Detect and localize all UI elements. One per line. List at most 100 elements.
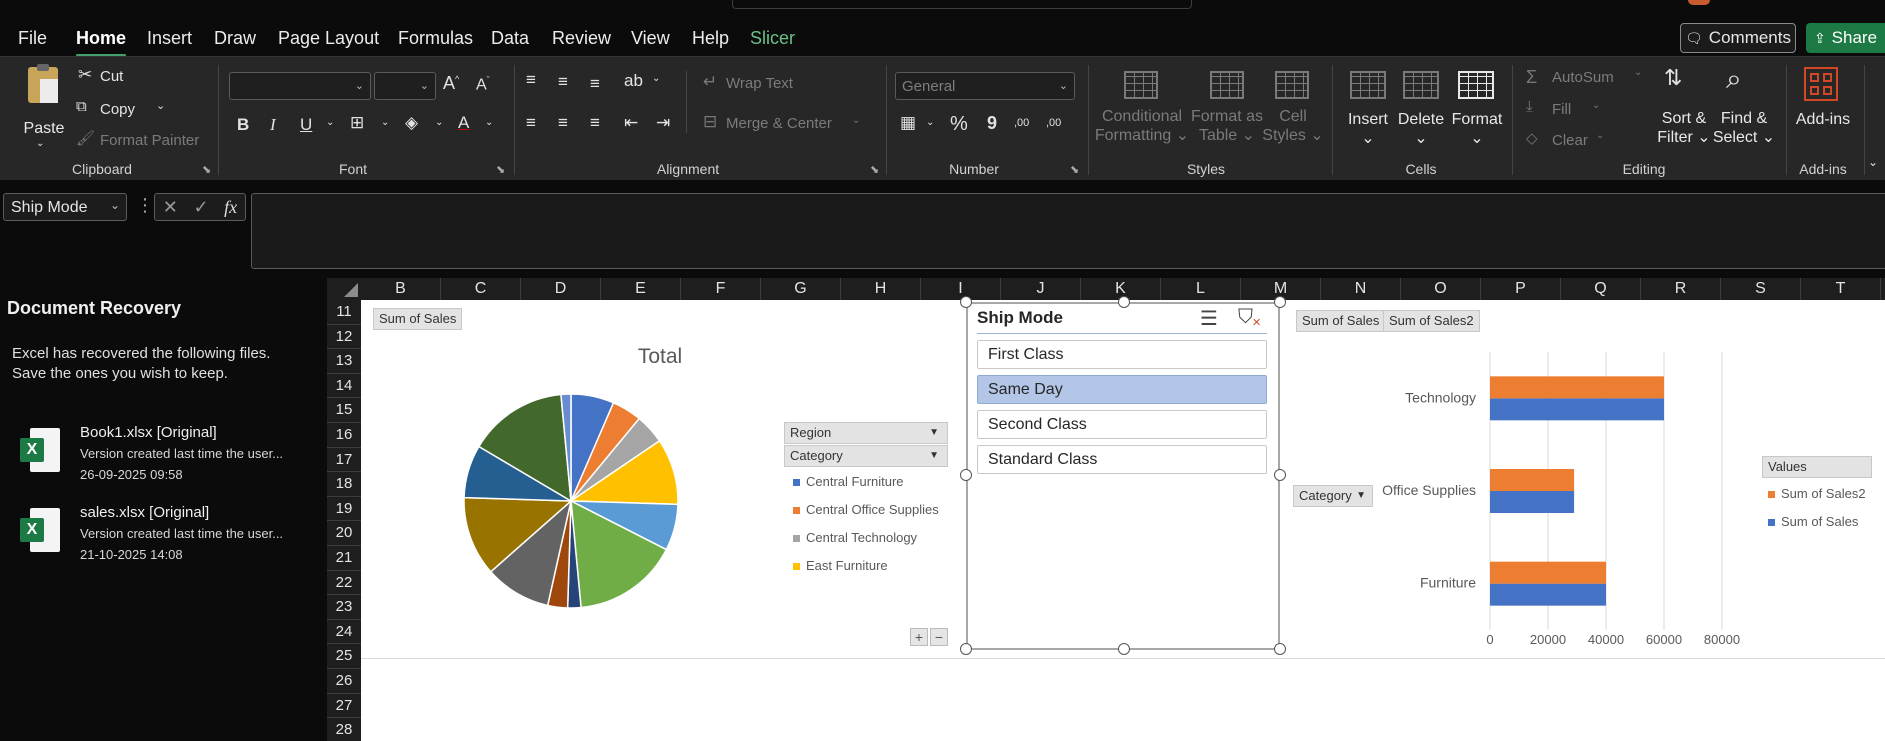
select-all-button[interactable] [327,278,361,300]
column-header[interactable]: C [441,278,521,300]
column-header[interactable]: J [1001,278,1081,300]
menu-draw[interactable]: Draw [214,28,256,49]
column-header[interactable]: G [761,278,841,300]
menu-formulas[interactable]: Formulas [398,28,473,49]
share-button[interactable]: ⇪ Share [1806,23,1885,53]
menu-data[interactable]: Data [491,28,529,49]
column-header[interactable]: H [841,278,921,300]
grow-font-icon[interactable]: A^ [443,73,459,94]
row-header[interactable]: 22 [327,571,361,596]
multi-select-icon[interactable]: ☰ [1200,306,1218,331]
font-size-dropdown[interactable]: ⌄ [374,72,436,100]
row-header[interactable]: 15 [327,398,361,423]
align-middle-icon[interactable]: ≡ [558,72,568,92]
column-header[interactable]: B [361,278,441,300]
chevron-down-icon[interactable]: ⌄ [926,117,934,128]
fill-color-icon[interactable]: ◈ [405,113,418,133]
align-right-icon[interactable]: ≡ [590,113,600,133]
row-header[interactable]: 13 [327,349,361,374]
sum-of-sales2-field-button[interactable]: Sum of Sales2 [1383,310,1480,332]
font-color-icon[interactable]: A [458,113,469,133]
bar[interactable] [1490,562,1606,584]
enter-icon[interactable]: ✓ [193,197,208,218]
copy-button[interactable]: Copy [100,101,135,118]
insert-cells-button[interactable]: Insert ⌄ [1342,110,1394,148]
number-format-dropdown[interactable]: General ⌄ [895,72,1075,100]
formula-input[interactable] [251,193,1885,269]
row-header[interactable]: 19 [327,497,361,522]
chevron-down-icon[interactable]: ⌄ [1592,100,1600,111]
decrease-decimal-button[interactable]: ,00 [1046,117,1061,129]
wrap-text-button[interactable]: Wrap Text [726,75,793,92]
merge-center-button[interactable]: Merge & Center [726,115,832,132]
resize-handle[interactable] [960,643,972,655]
borders-icon[interactable]: ⊞ [350,113,364,133]
chevron-down-icon[interactable]: ⌄ [1596,130,1604,141]
comma-button[interactable]: 9 [987,113,997,134]
column-header[interactable]: N [1321,278,1401,300]
underline-button[interactable]: U [300,115,312,135]
chevron-down-icon[interactable]: ⌄ [852,115,860,126]
delete-cells-button[interactable]: Delete ⌄ [1393,110,1449,148]
slicer-item[interactable]: First Class [977,340,1267,369]
autosum-button[interactable]: AutoSum [1552,69,1614,86]
collapse-ribbon-icon[interactable]: ⌄ [1868,155,1878,169]
resize-handle[interactable] [1274,643,1286,655]
font-name-dropdown[interactable]: ⌄ [229,72,371,100]
format-cells-button[interactable]: Format ⌄ [1447,110,1507,148]
row-header[interactable]: 28 [327,718,361,741]
clear-button[interactable]: Clear [1552,132,1588,149]
find-select-button[interactable]: Find & Select ⌄ [1708,109,1780,147]
cancel-icon[interactable]: ✕ [163,197,178,218]
pie-chart[interactable] [460,390,682,612]
column-header[interactable]: Q [1561,278,1641,300]
accounting-format-icon[interactable]: ▦ [900,113,916,133]
sum-of-sales-field-button[interactable]: Sum of Sales [1296,310,1385,332]
fill-button[interactable]: Fill [1552,101,1571,118]
bar-chart[interactable]: 0 20000 40000 60000 80000 Furniture Office Sup… [1380,340,1760,660]
increase-indent-icon[interactable]: ⇥ [656,113,670,133]
menu-view[interactable]: View [631,28,670,49]
decrease-indent-icon[interactable]: ⇤ [624,113,638,133]
column-header[interactable]: O [1401,278,1481,300]
row-header[interactable]: 18 [327,472,361,497]
row-header[interactable]: 14 [327,374,361,399]
column-header[interactable]: P [1481,278,1561,300]
column-header[interactable]: R [1641,278,1721,300]
bar[interactable] [1490,469,1574,491]
column-header[interactable]: S [1721,278,1801,300]
row-header[interactable]: 23 [327,595,361,620]
recovered-file-item[interactable]: X Book1.xlsx [Original] Version created … [20,424,320,494]
row-header[interactable]: 16 [327,423,361,448]
number-launcher-icon[interactable]: ⬊ [1070,163,1079,176]
resize-handle[interactable] [1118,296,1130,308]
shrink-font-icon[interactable]: Aˇ [476,75,490,94]
orientation-icon[interactable]: ab [624,71,643,91]
bar[interactable] [1490,376,1664,398]
resize-handle[interactable] [960,296,972,308]
row-header[interactable]: 27 [327,694,361,719]
row-header[interactable]: 12 [327,325,361,350]
align-bottom-icon[interactable]: ≡ [590,74,600,94]
chevron-down-icon[interactable]: ⌄ [1634,67,1642,78]
resize-handle[interactable] [960,469,972,481]
resize-handle[interactable] [1118,643,1130,655]
row-header[interactable]: 26 [327,669,361,694]
font-launcher-icon[interactable]: ⬊ [496,163,505,176]
bold-button[interactable]: B [237,115,249,135]
bar[interactable] [1490,398,1664,420]
menu-help[interactable]: Help [692,28,729,49]
menu-slicer[interactable]: Slicer [750,28,795,49]
avatar[interactable] [1688,0,1710,5]
column-header[interactable]: E [601,278,681,300]
column-header[interactable]: T [1801,278,1881,300]
align-center-icon[interactable]: ≡ [558,113,568,133]
name-box[interactable]: Ship Mode ⌄ [3,193,127,221]
comments-button[interactable]: 🗨 Comments [1680,23,1796,53]
slicer-item[interactable]: Second Class [977,410,1267,439]
recovered-file-item[interactable]: X sales.xlsx [Original] Version created … [20,504,320,574]
search-box[interactable] [732,0,1192,9]
menu-page-layout[interactable]: Page Layout [278,28,379,49]
category-field-button[interactable]: Category ▼ [784,445,948,467]
paste-button[interactable]: Paste ⌄ [22,65,66,145]
